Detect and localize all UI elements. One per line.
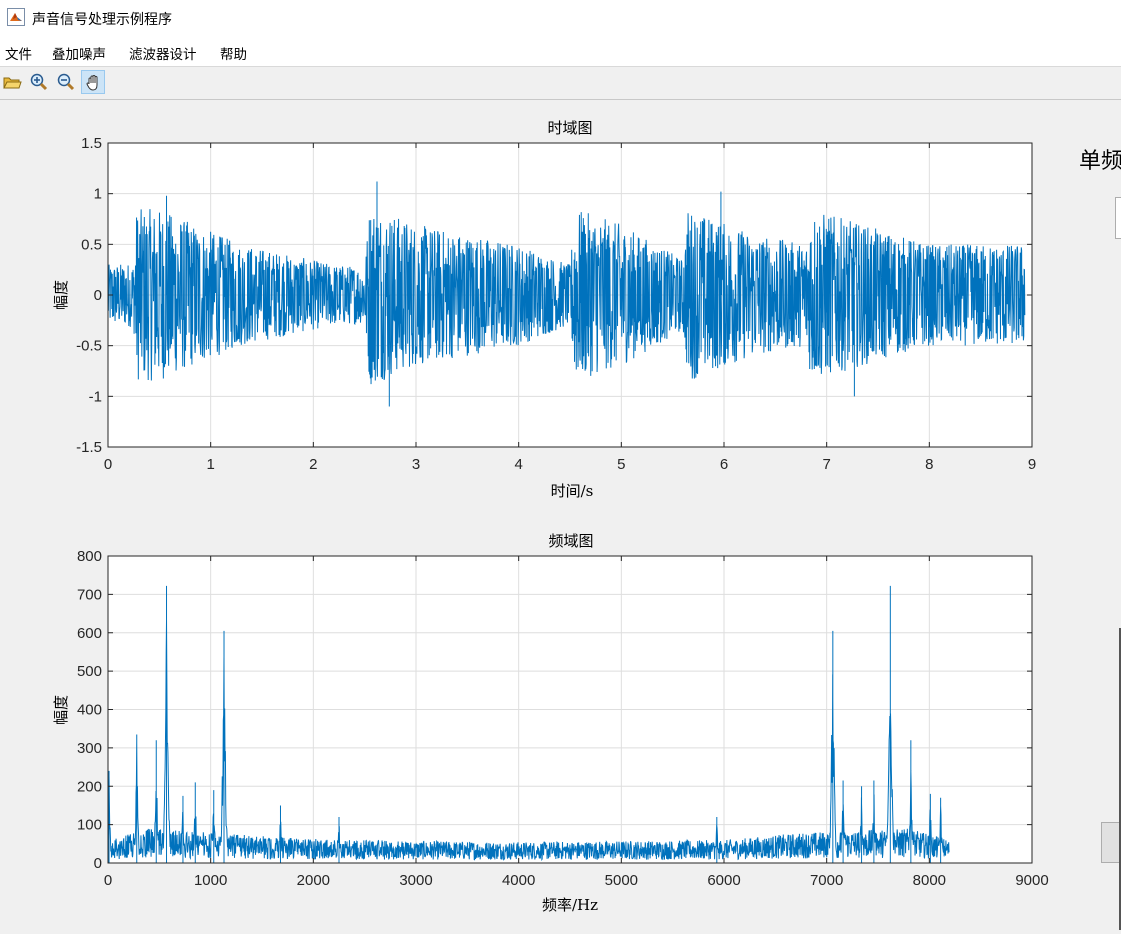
freq-chart-title: 频域图 [548, 532, 593, 550]
menu-help[interactable]: 帮助 [220, 47, 247, 63]
zoom-out-button[interactable] [54, 70, 78, 94]
x-tick-label: 2000 [297, 872, 330, 889]
x-tick-label: 0 [104, 456, 112, 473]
x-tick-label: 7000 [810, 872, 843, 889]
x-tick-label: 9 [1028, 456, 1036, 473]
charts-canvas[interactable]: 0 1 2 3 4 5 6 7 8 9 -1.5 -1 -0.5 0 0.5 1 1.5 时域图 时间/s 幅度… [0, 100, 1121, 930]
pan-button[interactable] [81, 70, 105, 94]
window-title: 声音信号处理示例程序 [32, 12, 172, 28]
pan-hand-icon [86, 74, 98, 91]
y-tick-label: 700 [77, 586, 102, 603]
time-grid [108, 143, 1032, 447]
x-tick-label: 9000 [1015, 872, 1048, 889]
menu-bar: 文件 叠加噪声 滤波器设计 帮助 [0, 38, 1121, 67]
y-tick-label: 0 [94, 287, 102, 304]
zoom-in-button[interactable] [27, 70, 51, 94]
frequency-input[interactable] [1115, 197, 1121, 239]
open-file-button[interactable] [0, 70, 24, 94]
y-tick-label: 0 [94, 855, 102, 872]
y-tick-label: 800 [77, 548, 102, 565]
time-ticks: 0 1 2 3 4 5 6 7 8 9 -1.5 -1 -0.5 0 0.5 1 1.5 [76, 135, 1036, 473]
x-tick-label: 4000 [502, 872, 535, 889]
x-tick-label: 0 [104, 872, 112, 889]
figure-area: 0 1 2 3 4 5 6 7 8 9 -1.5 -1 -0.5 0 0.5 1 1.5 时域图 时间/s 幅度… [0, 100, 1121, 930]
menu-file[interactable]: 文件 [5, 47, 32, 63]
zoom-out-icon [57, 73, 75, 91]
time-signal-line [107, 181, 1026, 407]
x-tick-label: 1 [206, 456, 214, 473]
y-tick-label: 200 [77, 778, 102, 795]
zoom-in-icon [30, 73, 48, 91]
x-tick-label: 5000 [605, 872, 638, 889]
matlab-app-icon [7, 8, 25, 26]
frequency-domain-axes[interactable]: 0 1000 2000 3000 4000 5000 6000 7000 8000 9000 0 10… [52, 532, 1049, 914]
x-tick-label: 1000 [194, 872, 227, 889]
freq-grid [108, 556, 1032, 863]
y-tick-label: 500 [77, 663, 102, 680]
y-tick-label: -1.5 [76, 439, 102, 456]
freq-x-label: 频率/Hz [542, 896, 598, 914]
x-tick-label: 4 [514, 456, 522, 473]
toolbar [0, 67, 1121, 100]
y-tick-label: 1 [94, 186, 102, 203]
x-tick-label: 3000 [399, 872, 432, 889]
x-tick-label: 3 [412, 456, 420, 473]
single-frequency-label: 单频 [1079, 149, 1121, 174]
time-x-label: 时间/s [551, 482, 594, 500]
side-action-button[interactable] [1101, 822, 1121, 863]
y-tick-label: 1.5 [81, 135, 102, 152]
x-tick-label: 8000 [913, 872, 946, 889]
y-tick-label: -0.5 [76, 338, 102, 355]
y-tick-label: 600 [77, 625, 102, 642]
time-domain-axes[interactable]: 0 1 2 3 4 5 6 7 8 9 -1.5 -1 -0.5 0 0.5 1 1.5 时域图 时间/s 幅度 [52, 119, 1036, 500]
y-tick-label: 300 [77, 740, 102, 757]
x-tick-label: 8 [925, 456, 933, 473]
x-tick-label: 2 [309, 456, 317, 473]
open-folder-icon [3, 77, 22, 89]
x-tick-label: 6000 [707, 872, 740, 889]
time-y-label: 幅度 [52, 280, 70, 310]
x-tick-label: 7 [822, 456, 830, 473]
x-tick-label: 5 [617, 456, 625, 473]
menu-add-noise[interactable]: 叠加噪声 [52, 47, 106, 63]
y-tick-label: -1 [89, 388, 102, 405]
y-tick-label: 400 [77, 702, 102, 719]
freq-y-label: 幅度 [52, 695, 70, 725]
menu-filter-design[interactable]: 滤波器设计 [129, 47, 197, 63]
freq-ticks: 0 1000 2000 3000 4000 5000 6000 7000 8000 9000 0 10… [77, 548, 1049, 889]
side-scrollbar[interactable] [1119, 628, 1121, 930]
time-chart-title: 时域图 [547, 119, 592, 137]
y-tick-label: 0.5 [81, 236, 102, 253]
x-tick-label: 6 [720, 456, 728, 473]
title-bar: 声音信号处理示例程序 [0, 0, 1121, 38]
freq-spectrum-line [107, 585, 950, 863]
y-tick-label: 100 [77, 817, 102, 834]
